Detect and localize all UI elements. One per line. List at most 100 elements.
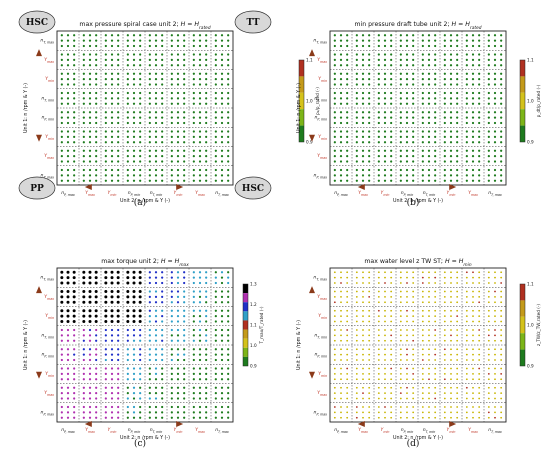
data-point	[183, 72, 186, 75]
data-point	[377, 367, 380, 370]
data-point	[148, 160, 151, 163]
data-point	[406, 315, 408, 318]
data-point	[478, 83, 481, 86]
data-point	[487, 58, 490, 61]
corner-badge	[234, 10, 272, 34]
data-point	[110, 416, 114, 419]
data-point	[450, 276, 452, 279]
data-point	[377, 348, 380, 351]
data-point	[390, 149, 393, 152]
data-point	[346, 53, 349, 56]
data-point	[355, 397, 358, 400]
data-point	[73, 58, 76, 61]
data-point	[214, 405, 217, 409]
data-point	[427, 102, 431, 105]
data-point	[192, 416, 195, 419]
data-point	[154, 64, 158, 67]
data-point	[487, 276, 490, 279]
data-point	[73, 328, 76, 332]
data-point	[399, 276, 402, 279]
data-point	[139, 58, 142, 61]
data-point	[104, 39, 107, 42]
data-point	[384, 309, 386, 312]
data-point	[198, 372, 202, 375]
data-point	[471, 121, 475, 125]
data-point	[434, 334, 437, 337]
data-point	[377, 329, 380, 331]
colorbar-tick: 1.0	[527, 323, 534, 328]
data-point	[346, 64, 349, 67]
data-point	[377, 295, 380, 298]
data-point	[88, 53, 92, 56]
data-point	[465, 309, 468, 312]
data-point	[126, 91, 129, 95]
data-point	[220, 130, 224, 133]
data-point	[405, 91, 409, 95]
data-point	[95, 174, 98, 177]
data-point	[220, 64, 224, 67]
data-point	[227, 83, 230, 86]
data-point	[110, 149, 114, 152]
data-point	[60, 102, 63, 105]
data-point	[183, 78, 186, 81]
data-point	[126, 97, 129, 100]
data-point	[362, 339, 364, 342]
data-point	[333, 64, 336, 67]
data-point	[110, 174, 114, 177]
data-point	[66, 334, 70, 337]
data-point	[220, 78, 224, 81]
data-point	[456, 116, 459, 119]
data-point	[478, 34, 481, 37]
data-point	[421, 44, 424, 48]
data-point	[126, 39, 129, 42]
data-point	[487, 397, 490, 400]
data-point	[487, 91, 490, 95]
data-point	[443, 386, 446, 389]
data-point	[346, 135, 349, 138]
data-point	[465, 141, 468, 144]
data-point	[170, 160, 173, 163]
data-point	[456, 276, 459, 279]
data-point	[198, 149, 202, 152]
colorbar-segment	[299, 109, 304, 126]
data-point	[399, 111, 402, 114]
data-point	[493, 179, 497, 182]
data-point	[346, 121, 349, 125]
data-point	[456, 44, 459, 48]
data-point	[176, 309, 180, 312]
data-point	[368, 386, 371, 389]
data-point	[227, 102, 230, 105]
data-point	[494, 397, 496, 400]
data-point	[132, 348, 136, 351]
data-point	[176, 386, 180, 389]
data-point	[161, 97, 164, 100]
data-point	[104, 155, 107, 158]
data-point	[456, 378, 459, 381]
data-point	[421, 149, 424, 152]
data-point	[487, 174, 490, 177]
data-point	[500, 78, 503, 81]
data-point	[110, 135, 114, 138]
data-point	[95, 353, 98, 356]
data-point	[126, 348, 129, 351]
data-point	[478, 155, 481, 158]
data-point	[227, 44, 230, 48]
data-point	[138, 314, 142, 318]
data-point	[421, 160, 424, 163]
x-tick-label: Ymin	[447, 427, 456, 434]
data-point	[104, 116, 107, 119]
data-point	[493, 160, 497, 163]
data-point	[399, 121, 402, 125]
data-point	[346, 155, 349, 158]
data-point	[390, 116, 393, 119]
data-point	[362, 334, 364, 337]
data-point	[192, 353, 195, 356]
x-tick-label: nP, min	[128, 191, 141, 197]
data-point	[148, 334, 151, 337]
data-point	[139, 111, 142, 114]
data-point	[434, 397, 437, 400]
data-point	[471, 141, 475, 144]
data-point	[192, 405, 195, 409]
data-point	[384, 416, 386, 419]
x-tick-label: Ymax	[195, 190, 205, 197]
